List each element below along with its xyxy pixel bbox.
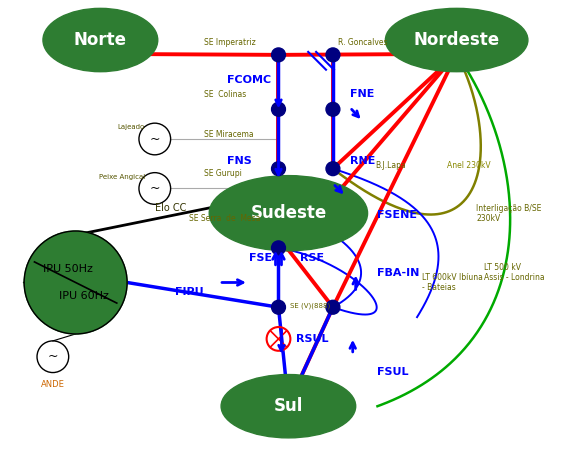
Text: Lajeado: Lajeado	[118, 124, 145, 130]
Text: FSENE: FSENE	[378, 210, 417, 220]
Text: FSE: FSE	[249, 253, 272, 263]
Text: Elo CC: Elo CC	[155, 203, 186, 213]
Text: Nordeste: Nordeste	[413, 31, 500, 49]
Text: Sudeste: Sudeste	[250, 204, 327, 222]
Text: FCOMC: FCOMC	[227, 74, 271, 85]
Circle shape	[326, 300, 340, 314]
Text: ANDE: ANDE	[41, 380, 65, 389]
Text: RSE: RSE	[300, 253, 324, 263]
Circle shape	[272, 48, 286, 62]
Circle shape	[272, 162, 286, 176]
Text: SE Gurupi: SE Gurupi	[204, 169, 242, 178]
Text: Anel 230kV: Anel 230kV	[447, 161, 490, 170]
Text: LT 600kV Ibíuna
- Bateias: LT 600kV Ibíuna - Bateias	[422, 273, 483, 292]
Text: FSUL: FSUL	[378, 366, 409, 377]
Circle shape	[326, 48, 340, 62]
Ellipse shape	[43, 8, 158, 72]
Circle shape	[326, 162, 340, 176]
Text: SE  Colinas: SE Colinas	[204, 90, 246, 99]
Circle shape	[272, 241, 286, 255]
Text: ~: ~	[150, 132, 160, 146]
Text: ~: ~	[150, 182, 160, 195]
Text: SE Imperatriz: SE Imperatriz	[204, 37, 256, 46]
Text: Norte: Norte	[74, 31, 127, 49]
Ellipse shape	[221, 374, 356, 438]
Text: SE Serra  de  Mesa: SE Serra de Mesa	[190, 214, 261, 223]
Text: Interligação B/SE
230kV: Interligação B/SE 230kV	[476, 204, 542, 223]
Text: Peixe Angical: Peixe Angical	[99, 174, 145, 180]
Text: IPU 50Hz: IPU 50Hz	[43, 263, 93, 274]
Circle shape	[272, 300, 286, 314]
Text: FIPU: FIPU	[174, 287, 203, 297]
Text: SE (V)(888): SE (V)(888)	[291, 302, 330, 308]
Text: SE Miracema: SE Miracema	[204, 130, 254, 139]
Text: LT 500 kV
Assis - Londrina: LT 500 kV Assis - Londrina	[484, 263, 545, 282]
Text: RSUL: RSUL	[296, 334, 329, 344]
Text: R. Goncalves: R. Goncalves	[338, 37, 388, 46]
Text: FNE: FNE	[350, 89, 374, 100]
Text: IPU 60Hz: IPU 60Hz	[58, 292, 108, 301]
Circle shape	[24, 231, 127, 334]
Text: RNE: RNE	[350, 156, 375, 166]
Text: FNS: FNS	[227, 156, 252, 166]
Ellipse shape	[385, 8, 528, 72]
Circle shape	[326, 102, 340, 116]
Circle shape	[272, 102, 286, 116]
Text: ~: ~	[48, 350, 58, 363]
Text: Sul: Sul	[274, 397, 303, 415]
Text: FBA-IN: FBA-IN	[378, 268, 420, 278]
Ellipse shape	[209, 176, 367, 251]
Text: B.J.Lapa: B.J.Lapa	[375, 161, 406, 170]
